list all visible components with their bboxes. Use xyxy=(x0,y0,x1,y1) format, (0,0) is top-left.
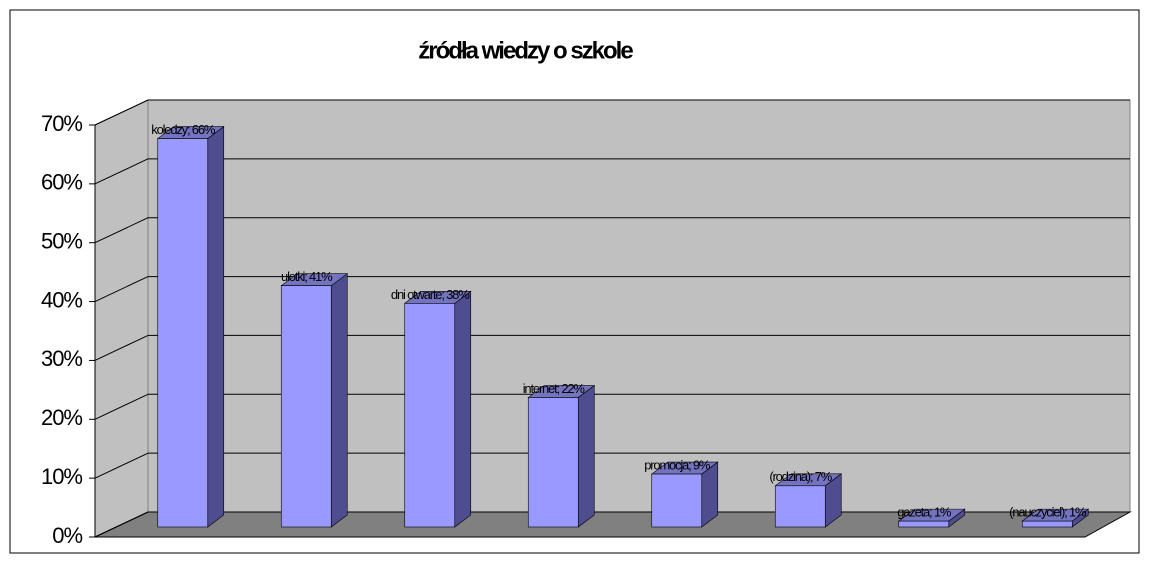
bar xyxy=(774,485,826,528)
chart-title: źródła wiedzy o szkole xyxy=(418,37,633,64)
y-tick-label: 50% xyxy=(41,229,82,254)
y-tick-label: 0% xyxy=(52,523,82,548)
bar xyxy=(280,285,332,528)
left-wall xyxy=(94,99,149,538)
y-tick-label: 10% xyxy=(41,464,82,489)
bar xyxy=(651,473,703,528)
bar-side xyxy=(330,273,348,528)
grid-line xyxy=(94,393,149,420)
bar-side xyxy=(454,290,472,528)
grid-line xyxy=(94,511,149,538)
data-label: internet; 22% xyxy=(523,381,586,396)
y-tick-label: 60% xyxy=(41,170,82,195)
y-tick-label: 70% xyxy=(41,111,82,136)
y-tick-label: 30% xyxy=(41,346,82,371)
grid-line xyxy=(94,99,149,126)
grid-line xyxy=(94,276,149,303)
data-label: promocja; 9% xyxy=(644,457,711,472)
grid-line xyxy=(94,217,149,244)
bar xyxy=(527,397,579,528)
data-label: (nauczyciel); 1% xyxy=(1009,505,1087,520)
data-label: dni otwarte; 38% xyxy=(391,287,470,302)
data-label: (rodzina); 7% xyxy=(769,469,832,484)
grid-line xyxy=(94,158,149,185)
data-label: ulotki; 41% xyxy=(281,269,333,284)
grid-line xyxy=(94,452,149,479)
y-tick-label: 20% xyxy=(41,405,82,430)
y-tick-label: 40% xyxy=(41,287,82,312)
bar xyxy=(404,303,456,528)
data-label: gazeta; 1% xyxy=(897,505,952,520)
grid-line xyxy=(94,334,149,361)
bar xyxy=(898,520,950,528)
floor xyxy=(94,511,1132,538)
bar-side xyxy=(207,125,225,528)
bar xyxy=(1021,520,1073,528)
bar xyxy=(157,138,209,528)
data-label: koledzy; 66% xyxy=(151,122,216,137)
bar-side xyxy=(577,384,595,528)
